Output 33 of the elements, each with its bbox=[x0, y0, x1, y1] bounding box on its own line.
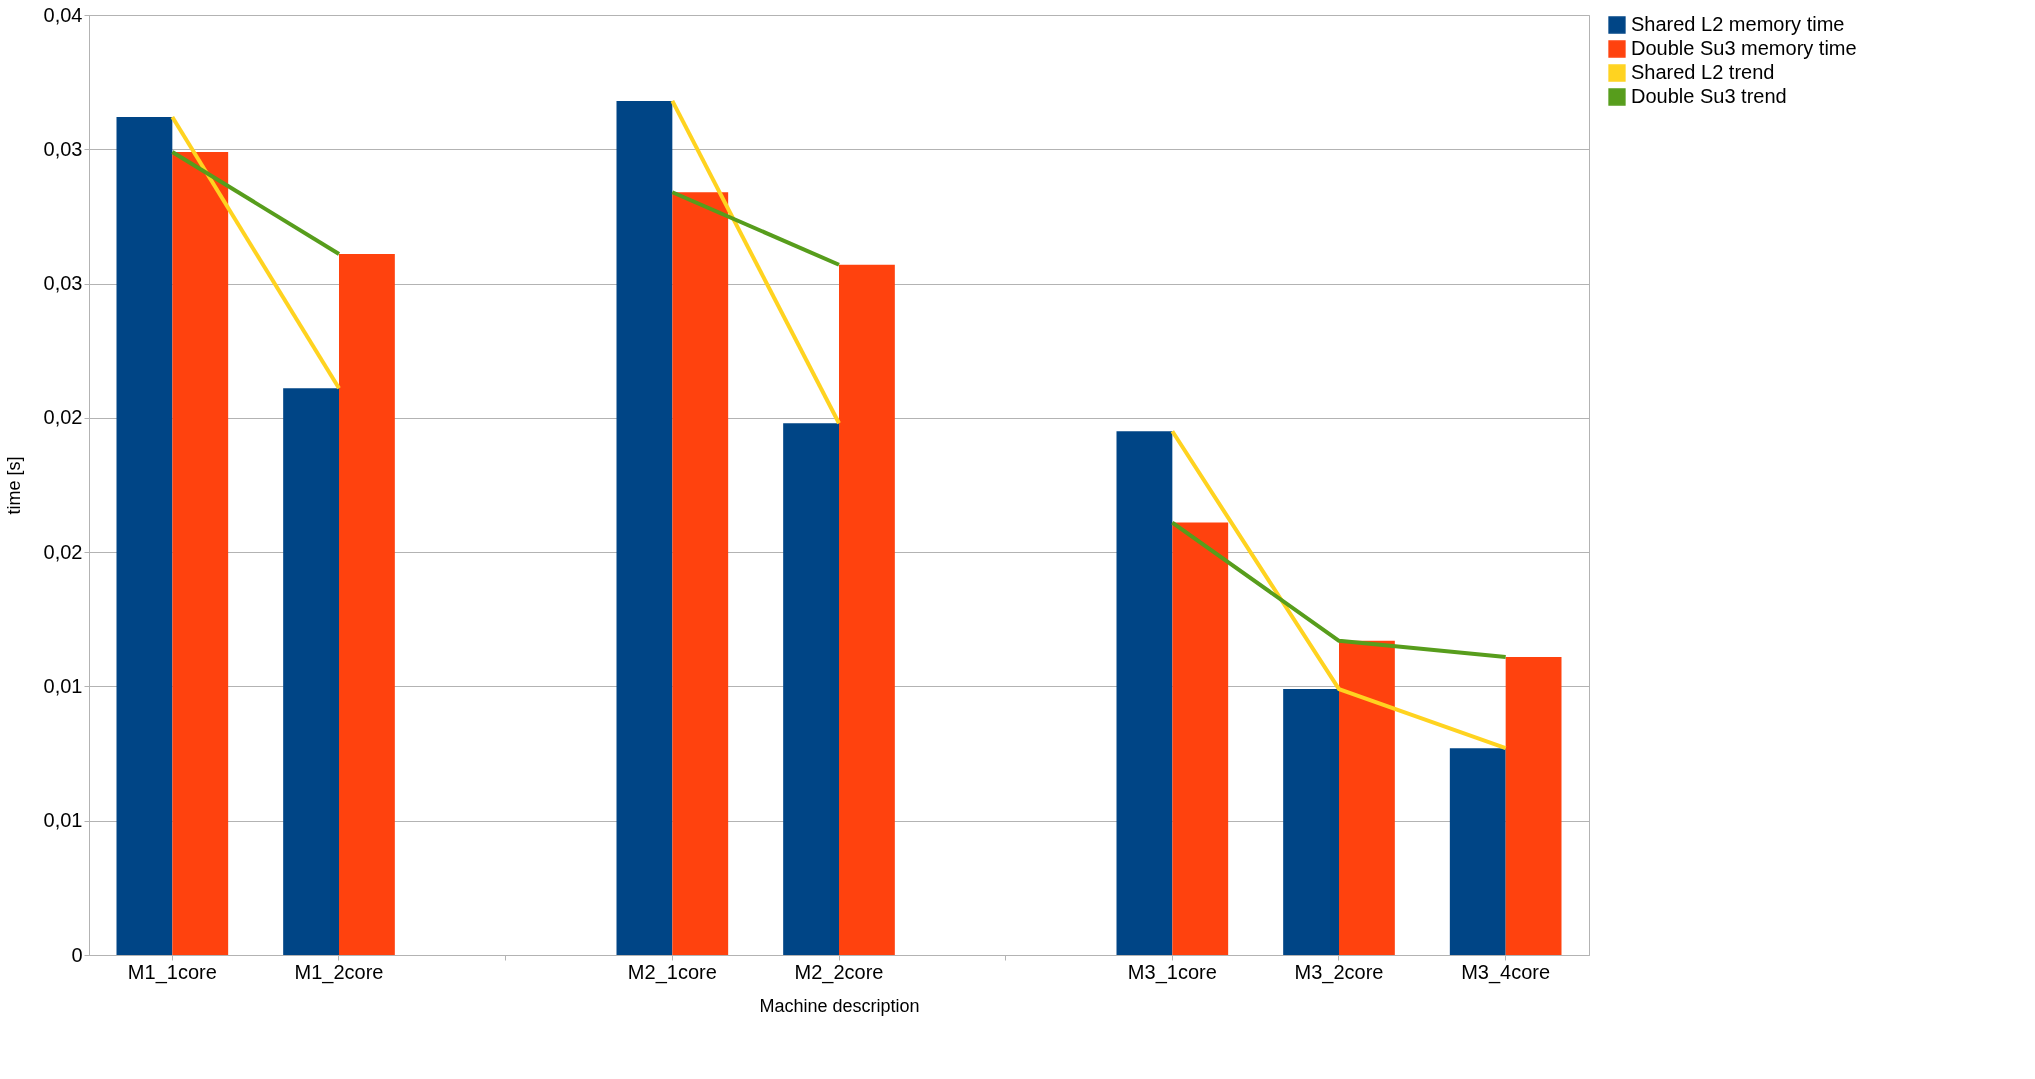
bar bbox=[283, 388, 339, 955]
x-tick-label: M3_2core bbox=[1294, 960, 1384, 984]
bar bbox=[1505, 656, 1562, 955]
x-tick-label: M1_1core bbox=[127, 960, 217, 984]
legend-label: Double Su3 memory time bbox=[1631, 37, 1857, 59]
bar bbox=[783, 423, 839, 955]
bar bbox=[616, 100, 673, 955]
bar bbox=[1116, 431, 1173, 955]
bar bbox=[1283, 689, 1339, 955]
y-tick-label: 0,03 bbox=[43, 137, 83, 160]
y-tick-label: 0,01 bbox=[43, 674, 83, 697]
y-axis-title: time [s] bbox=[3, 456, 24, 515]
bar bbox=[339, 254, 395, 955]
y-tick-label: 0 bbox=[71, 943, 83, 966]
x-tick-label: M3_4core bbox=[1461, 960, 1551, 984]
legend-label: Shared L2 memory time bbox=[1631, 13, 1845, 35]
x-axis-title: Machine description bbox=[759, 995, 920, 1016]
legend-label: Double Su3 trend bbox=[1631, 85, 1787, 107]
y-tick-label: 0,02 bbox=[43, 406, 83, 429]
y-tick-label: 0,01 bbox=[43, 809, 83, 832]
x-tick-label: M2_2core bbox=[794, 960, 884, 984]
y-tick-label: 0,04 bbox=[43, 3, 83, 26]
y-tick-label: 0,02 bbox=[43, 540, 83, 563]
bar bbox=[839, 264, 895, 955]
bar bbox=[1172, 522, 1229, 955]
x-tick-label: M1_2core bbox=[294, 960, 384, 984]
y-tick-label: 0,03 bbox=[43, 272, 83, 295]
bar bbox=[116, 117, 173, 955]
bar bbox=[1449, 748, 1506, 955]
bar bbox=[1339, 640, 1395, 955]
legend-label: Shared L2 trend bbox=[1631, 61, 1775, 83]
x-tick-label: M2_1core bbox=[627, 960, 717, 984]
x-tick-label: M3_1core bbox=[1127, 960, 1217, 984]
